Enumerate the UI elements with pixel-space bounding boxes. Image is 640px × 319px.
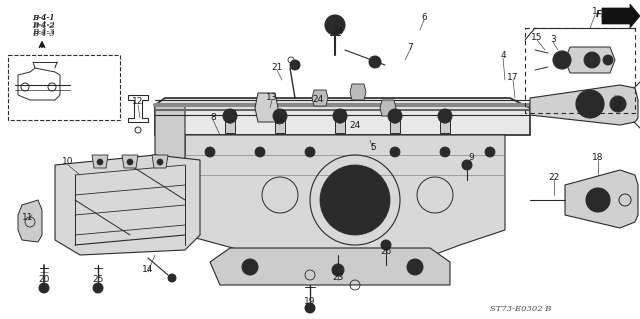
Text: B-4-3: B-4-3 [32,30,55,38]
Polygon shape [155,105,185,235]
Text: 1: 1 [592,8,598,17]
Text: 21: 21 [271,63,283,72]
Circle shape [273,109,287,123]
Circle shape [205,147,215,157]
Text: 24: 24 [349,121,360,130]
Text: B-4-1: B-4-1 [32,14,55,22]
Circle shape [438,109,452,123]
Circle shape [223,109,237,123]
Text: 8: 8 [210,114,216,122]
Circle shape [157,159,163,165]
Text: 19: 19 [304,298,316,307]
Polygon shape [185,135,505,265]
Polygon shape [565,47,615,73]
Circle shape [332,264,344,276]
Circle shape [97,159,103,165]
Circle shape [320,165,390,235]
Text: 15: 15 [531,33,543,42]
Circle shape [586,188,610,212]
Polygon shape [275,110,285,133]
Circle shape [168,274,176,282]
Circle shape [582,96,598,112]
Circle shape [440,147,450,157]
Polygon shape [155,98,530,135]
Text: 25: 25 [92,276,104,285]
Text: 9: 9 [468,153,474,162]
Text: 17: 17 [508,73,519,83]
Polygon shape [380,100,396,116]
Polygon shape [210,248,450,285]
Circle shape [369,56,381,68]
Circle shape [592,194,604,206]
Bar [8,55,120,120]
Text: 16: 16 [275,117,285,127]
Polygon shape [602,4,640,28]
Polygon shape [440,110,450,133]
Polygon shape [335,110,345,133]
Circle shape [325,15,345,35]
Circle shape [388,109,402,123]
Circle shape [485,147,495,157]
Text: B-4-2: B-4-2 [32,22,55,30]
Text: 20: 20 [38,276,50,285]
Polygon shape [530,85,638,125]
Circle shape [242,259,258,275]
Text: 24: 24 [332,27,344,36]
Text: B-4-1: B-4-1 [32,14,55,22]
Circle shape [558,56,566,64]
Text: 2: 2 [615,100,621,109]
Text: 7: 7 [407,43,413,53]
Text: 5: 5 [370,144,376,152]
Circle shape [381,240,391,250]
Circle shape [290,60,300,70]
Text: FR.: FR. [596,10,612,19]
Polygon shape [390,110,400,133]
Text: B-4-2: B-4-2 [32,21,55,29]
Polygon shape [255,93,278,122]
Polygon shape [92,155,108,168]
Text: 14: 14 [142,265,154,275]
Text: 23: 23 [332,273,344,283]
Circle shape [603,55,613,65]
Polygon shape [55,155,200,255]
Polygon shape [18,200,42,242]
Circle shape [390,147,400,157]
Text: 13: 13 [266,93,278,101]
Polygon shape [312,90,328,106]
Polygon shape [350,84,366,100]
Circle shape [93,283,103,293]
Text: 6: 6 [421,13,427,23]
Circle shape [39,283,49,293]
Text: 22: 22 [548,174,559,182]
Circle shape [553,51,571,69]
Circle shape [305,303,315,313]
Text: 12: 12 [132,98,144,107]
Circle shape [305,147,315,157]
Text: 18: 18 [592,153,604,162]
Circle shape [127,159,133,165]
Polygon shape [152,155,168,168]
Text: 10: 10 [62,158,74,167]
Circle shape [407,259,423,275]
Polygon shape [122,155,138,168]
Polygon shape [225,110,235,133]
Circle shape [255,147,265,157]
Text: 11: 11 [22,213,34,222]
Text: 26: 26 [380,248,392,256]
Bar [525,28,635,113]
Circle shape [584,52,600,68]
Text: 4: 4 [500,50,506,60]
Circle shape [333,109,347,123]
Circle shape [462,160,472,170]
Text: ST73-E0302 B: ST73-E0302 B [490,305,552,313]
Circle shape [330,20,340,30]
Text: 3: 3 [550,35,556,44]
Text: B-4-3: B-4-3 [32,28,55,36]
Circle shape [610,96,626,112]
Text: 24: 24 [312,95,324,105]
Circle shape [337,182,373,218]
Circle shape [576,90,604,118]
Polygon shape [565,170,638,228]
